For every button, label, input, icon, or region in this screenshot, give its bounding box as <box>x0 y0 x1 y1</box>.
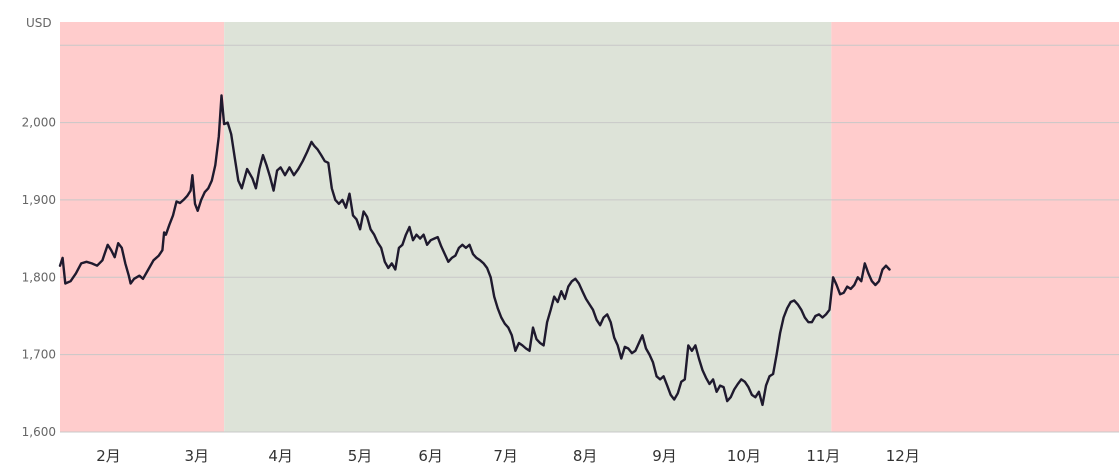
x-month-label: 9月 <box>652 447 677 465</box>
x-month-label: 7月 <box>493 447 518 465</box>
shaded-region-1 <box>224 22 832 432</box>
y-tick-label: 1,600 <box>22 425 56 439</box>
x-month-label: 6月 <box>418 447 443 465</box>
x-month-label: 3月 <box>185 447 210 465</box>
price-series-line <box>58 94 891 407</box>
grid-lines <box>60 44 1119 433</box>
x-month-label: 11月 <box>806 447 840 465</box>
x-month-label: 12月 <box>886 447 920 465</box>
x-month-labels: 2月 3月 4月 5月 6月 7月 8月 9月 10月 11月 12月 <box>96 447 920 465</box>
shaded-region-2 <box>831 22 1119 432</box>
shaded-region-0 <box>60 22 225 432</box>
x-month-label: 2月 <box>96 447 121 465</box>
shaded-regions <box>60 22 1119 432</box>
y-tick-labels: 1,600 1,700 1,800 1,900 2,000 <box>22 116 56 439</box>
y-tick-label: 1,700 <box>22 348 56 362</box>
x-month-label: 5月 <box>348 447 373 465</box>
y-axis-unit-label: USD <box>26 16 52 30</box>
y-tick-label: 2,000 <box>22 116 56 130</box>
x-month-label: 4月 <box>268 447 293 465</box>
x-month-label: 10月 <box>727 447 761 465</box>
y-tick-label: 1,900 <box>22 193 56 207</box>
y-tick-label: 1,800 <box>22 270 56 284</box>
x-month-label: 8月 <box>573 447 598 465</box>
